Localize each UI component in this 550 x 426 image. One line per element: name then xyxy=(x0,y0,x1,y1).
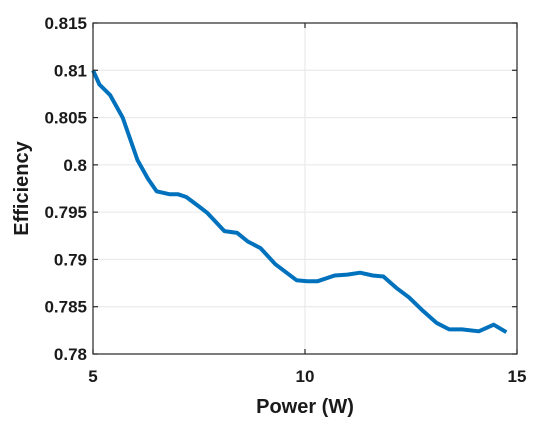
series-line xyxy=(91,69,508,334)
x-tick-label: 10 xyxy=(296,367,315,386)
y-tick-labels: 0.78 0.785 0.79 0.795 0.8 0.805 0.81 0.815 xyxy=(44,14,87,364)
series-layer xyxy=(91,69,508,334)
x-tick-labels: 5 10 15 xyxy=(88,367,526,386)
y-tick-label: 0.79 xyxy=(54,250,87,269)
y-tick-label: 0.78 xyxy=(54,345,87,364)
tick-marks xyxy=(92,22,518,355)
y-tick-label: 0.795 xyxy=(44,203,87,222)
grid-lines xyxy=(93,23,517,354)
y-tick-label: 0.815 xyxy=(44,14,87,33)
y-tick-label: 0.8 xyxy=(63,156,87,175)
y-tick-label: 0.81 xyxy=(54,61,87,80)
y-axis-title: Efficiency xyxy=(11,140,33,235)
y-tick-label: 0.805 xyxy=(44,109,87,128)
x-tick-label: 5 xyxy=(88,367,97,386)
x-axis-title: Power (W) xyxy=(256,396,354,418)
y-tick-label: 0.785 xyxy=(44,298,87,317)
x-tick-label: 15 xyxy=(508,367,527,386)
